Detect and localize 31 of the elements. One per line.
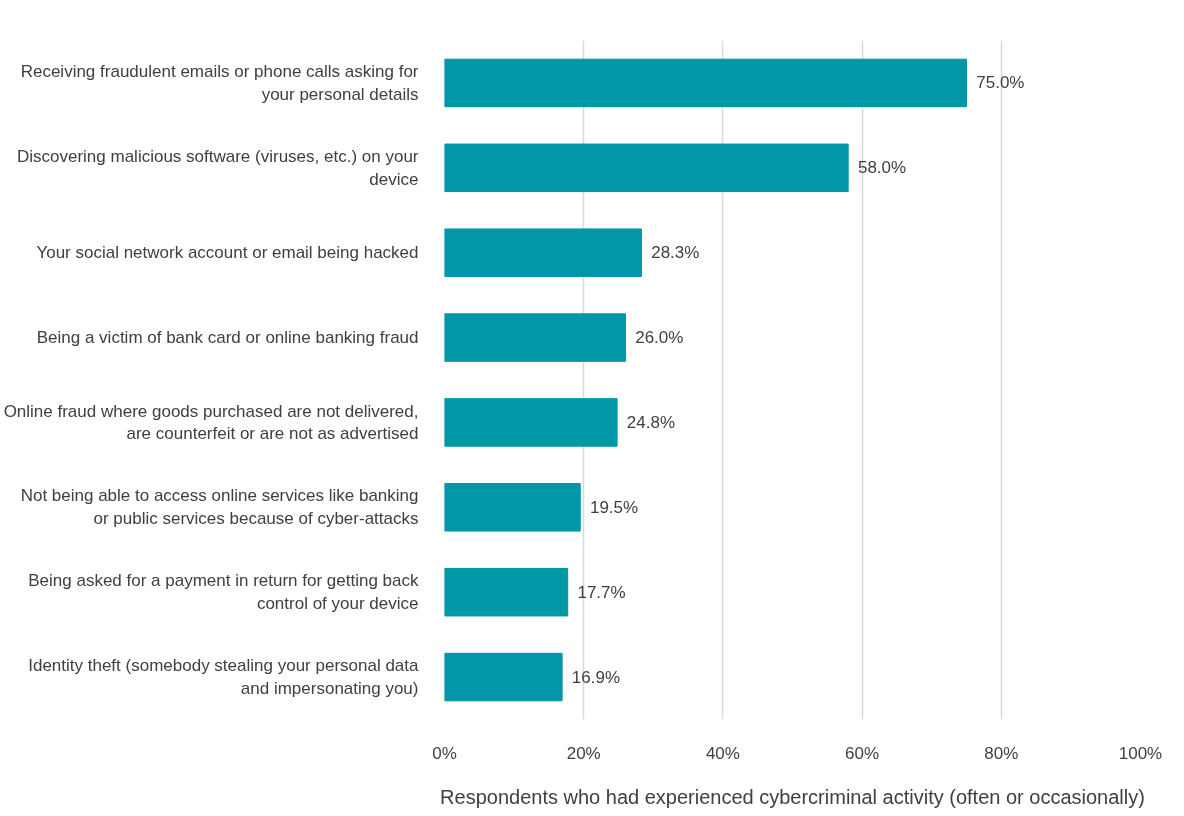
x-axis-title: Respondents who had experienced cybercriminal activity (often or occasionally) [440, 785, 1145, 808]
data-label: 28.3% [651, 243, 700, 263]
bar [444, 483, 581, 532]
y-tick-label: Receiving fraudulent emails or phone calls asking for your personal details [20, 62, 419, 104]
x-tick-label: 100% [1118, 743, 1163, 763]
data-label: 26.0% [635, 328, 684, 348]
bar [444, 652, 563, 702]
y-tick-label: Identity theft (somebody stealing your personal data and impersonating you) [28, 656, 420, 698]
data-label: 16.9% [571, 667, 621, 687]
bar [444, 567, 569, 617]
y-tick-label: Not being able to access online services like banking or public services because of cyber-attacks [20, 486, 419, 529]
x-tick-label: 20% [566, 743, 601, 763]
bar [444, 58, 967, 108]
y-tick-label: Being asked for a payment in return for getting back control of your device [28, 571, 419, 614]
y-tick-label: Online fraud where goods purchased are not delivered, are counterfeit or are not as advertised [3, 401, 419, 444]
y-tick-label: Being a victim of bank card or online banking fraud [36, 328, 419, 348]
bar [444, 228, 642, 277]
x-tick-label: 40% [705, 743, 740, 763]
x-tick-label: 0% [432, 743, 457, 763]
y-tick-label: Discovering malicious software (viruses, etc.) on your device [16, 146, 419, 189]
bar [444, 143, 849, 193]
x-tick-label: 80% [984, 743, 1019, 763]
y-tick-label: Your social network account or email being hacked [36, 243, 419, 263]
bar [444, 313, 626, 362]
data-label: 24.8% [626, 412, 676, 432]
bar [444, 398, 618, 447]
data-label: 75.0% [976, 73, 1025, 93]
data-label: 19.5% [589, 497, 639, 517]
data-label: 17.7% [577, 582, 626, 602]
x-tick-label: 60% [845, 743, 880, 763]
data-label: 58.0% [857, 158, 907, 178]
